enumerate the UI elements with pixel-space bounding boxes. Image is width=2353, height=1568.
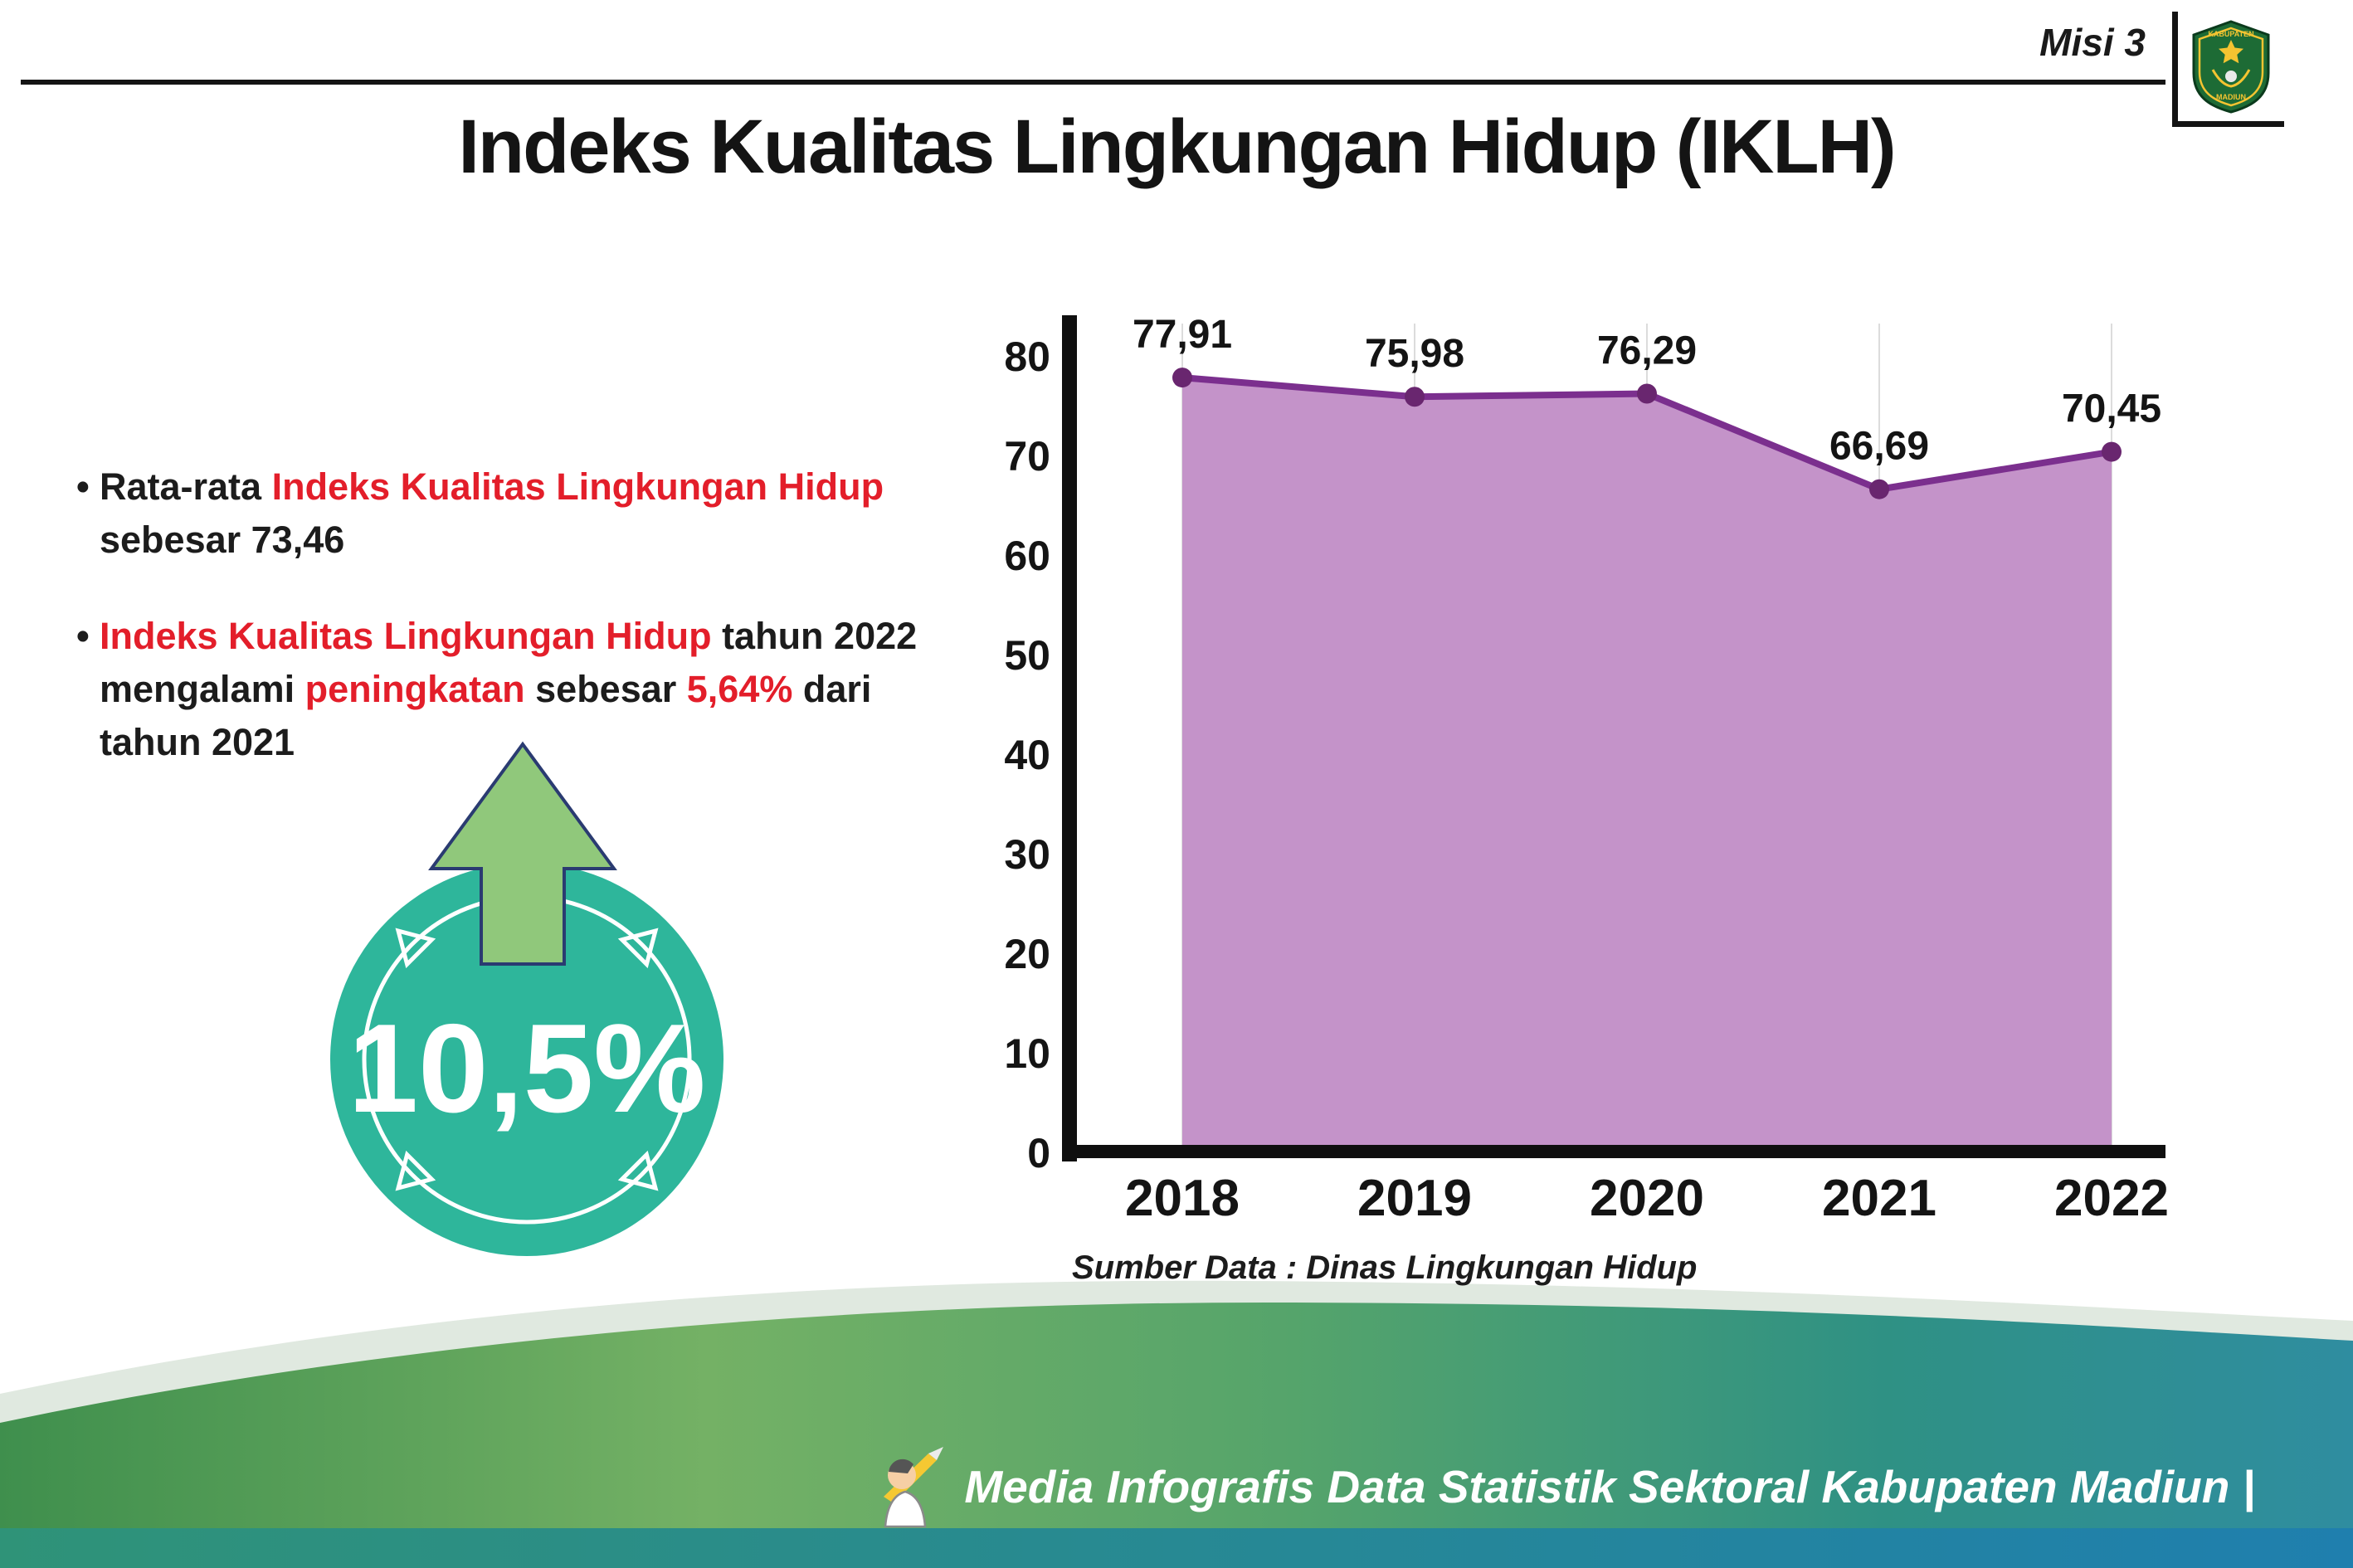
data-label: 77,91 <box>1133 313 1232 357</box>
area-fill <box>1182 377 2112 1153</box>
key-points: • Rata-rata Indeks Kualitas Lingkungan H… <box>76 460 931 811</box>
arrow-up-icon <box>428 741 617 966</box>
bullet-average-iklh: • Rata-rata Indeks Kualitas Lingkungan H… <box>76 460 931 567</box>
y-tick-label: 70 <box>1004 433 1050 480</box>
x-tick-label: 2018 <box>1125 1170 1240 1227</box>
badge-ring-triangles <box>395 928 659 1191</box>
y-tick-label: 30 <box>1004 831 1050 878</box>
y-tick-label: 50 <box>1004 632 1050 679</box>
text-segment-highlight: Indeks Kualitas Lingkungan Hidup <box>100 614 712 657</box>
source-note: Sumber Data : Dinas Lingkungan Hidup <box>1072 1249 1698 1286</box>
data-point <box>1637 383 1657 404</box>
x-tick-label: 2021 <box>1822 1170 1936 1227</box>
logo-top-text: KABUPATEN <box>2208 30 2253 38</box>
data-label: 75,98 <box>1365 332 1464 376</box>
x-tick-label: 2019 <box>1357 1170 1472 1227</box>
text-segment-highlight: 5,64% <box>686 667 793 710</box>
footer-wave <box>0 1280 2353 1568</box>
bullet-iklh-increase: • Indeks Kualitas Lingkungan Hidup tahun… <box>76 610 931 769</box>
footer-credit: Media Infografis Data Statistik Sektoral… <box>869 1445 2255 1528</box>
text-segment: sebesar 73,46 <box>100 518 345 561</box>
y-axis <box>1062 315 1077 1161</box>
badge-circle <box>330 863 723 1256</box>
text-segment: sebesar <box>524 667 687 710</box>
bullet-marker: • <box>76 465 90 508</box>
footer-bar <box>0 1528 2353 1568</box>
data-label: 76,29 <box>1597 329 1697 373</box>
data-label: 70,45 <box>2062 387 2161 431</box>
kabupaten-madiun-crest-logo: KABUPATEN MADIUN <box>2192 20 2270 114</box>
text-segment: tahun 2022 mengalami <box>100 614 918 710</box>
y-tick-label: 0 <box>1027 1130 1050 1176</box>
y-tick-label: 40 <box>1004 732 1050 778</box>
data-point <box>1405 387 1425 407</box>
chart-canvas: 77,91 75,98 76,29 66,69 70,45 0 10 20 30 40 50 60 70… <box>1004 313 2169 1227</box>
data-point <box>2102 441 2122 462</box>
wave-front <box>0 1302 2353 1568</box>
growth-badge: 10,5% <box>330 741 723 1256</box>
y-tick-label: 80 <box>1004 334 1050 380</box>
text-segment: Rata-rata <box>100 465 272 508</box>
data-point <box>1869 479 1889 499</box>
logo-frame: KABUPATEN MADIUN <box>2172 12 2284 127</box>
x-axis <box>1062 1145 2165 1158</box>
badge-value: 10,5% <box>348 998 706 1139</box>
text-segment: dari tahun 2021 <box>100 667 872 763</box>
misi-label: Misi 3 <box>2039 21 2146 64</box>
text-segment-highlight: Indeks Kualitas Lingkungan Hidup <box>271 465 884 508</box>
footer-credit-text: Media Infografis Data Statistik Sektoral… <box>964 1461 2255 1512</box>
page-title: Indeks Kualitas Lingkungan Hidup (IKLH) <box>458 105 1896 189</box>
header-divider <box>21 80 2165 85</box>
iklh-area-chart: 77,91 75,98 76,29 66,69 70,45 0 10 20 30 40 50 60 70… <box>979 274 2190 1269</box>
star-icon <box>2219 40 2243 64</box>
x-tick-label: 2022 <box>2054 1170 2169 1227</box>
y-tick-label: 20 <box>1004 931 1050 977</box>
text-segment-highlight: peningkatan <box>304 667 525 710</box>
data-label: 66,69 <box>1829 425 1929 469</box>
logo-bottom-text: MADIUN <box>2216 93 2246 101</box>
bullet-marker: • <box>76 614 90 657</box>
x-tick-label: 2020 <box>1590 1170 1704 1227</box>
y-tick-label: 60 <box>1004 533 1050 579</box>
y-tick-label: 10 <box>1004 1030 1050 1077</box>
data-point <box>1172 368 1192 388</box>
mascot-icon <box>884 1447 944 1528</box>
